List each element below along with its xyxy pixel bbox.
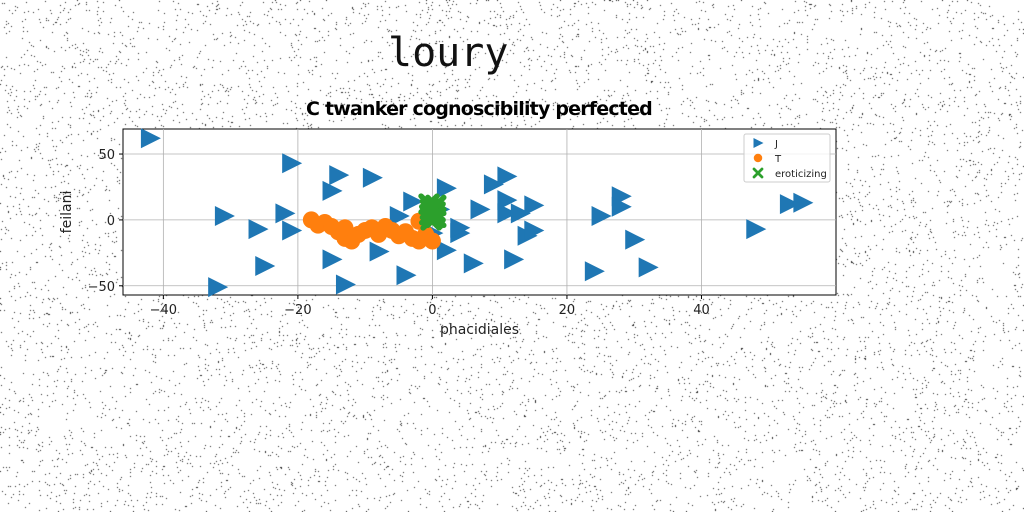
series-eroticizing	[418, 193, 447, 231]
data-point	[369, 241, 390, 262]
data-point	[336, 219, 354, 237]
data-point	[140, 128, 161, 149]
y-tick-label: −50	[88, 280, 115, 295]
data-point	[275, 203, 296, 224]
legend-label: T	[774, 154, 782, 165]
data-point	[470, 199, 491, 220]
axis-ticks: −40 −20 0 20 40 −50 0 50	[88, 148, 710, 318]
data-point	[483, 174, 504, 195]
data-point	[591, 205, 612, 226]
chart-title: C twanker cognoscibility perfected	[306, 98, 653, 120]
data-marks	[140, 128, 814, 298]
data-point	[524, 220, 545, 241]
data-point	[282, 153, 303, 174]
data-point	[497, 203, 518, 224]
x-marker-stroke	[752, 167, 764, 179]
data-point	[282, 220, 303, 241]
legend-label: eroticizing	[775, 169, 827, 180]
data-point	[793, 192, 814, 213]
legend-marker	[753, 153, 763, 163]
data-point	[329, 165, 350, 186]
data-point	[436, 240, 457, 261]
data-point	[504, 249, 525, 270]
series-j	[140, 128, 814, 298]
data-point	[322, 249, 343, 270]
data-point	[625, 229, 646, 250]
legend-marker	[753, 138, 764, 148]
y-tick-label: 0	[107, 214, 115, 229]
data-point	[389, 205, 410, 226]
grid-lines	[123, 129, 836, 295]
x-tick-label: 40	[693, 303, 710, 318]
data-point	[524, 195, 545, 216]
data-point	[611, 196, 632, 217]
data-point	[510, 203, 531, 224]
data-point	[403, 191, 424, 212]
data-point	[322, 180, 343, 201]
x-tick-label: −20	[284, 303, 311, 318]
page-title: loury	[388, 30, 509, 76]
y-tick-label: 50	[98, 148, 115, 163]
data-point	[497, 166, 518, 187]
data-point	[584, 261, 605, 282]
x-axis-label: phacidiales	[440, 322, 519, 338]
legend-marker	[752, 167, 764, 179]
legend-label: J	[774, 139, 778, 150]
x-tick-label: 0	[428, 303, 436, 318]
data-point	[255, 256, 276, 277]
data-point	[208, 277, 229, 298]
data-point	[396, 265, 417, 286]
data-point	[214, 205, 235, 226]
legend-box	[743, 133, 831, 183]
series-t	[302, 211, 441, 250]
data-point	[450, 217, 471, 238]
x-marker-stroke	[420, 209, 442, 231]
data-point	[335, 274, 356, 295]
data-point	[362, 167, 383, 188]
x-tick-label: 20	[559, 303, 576, 318]
x-tick-label: −40	[150, 303, 177, 318]
data-point	[248, 219, 269, 240]
y-axis-label: feilani	[59, 191, 75, 234]
data-point	[779, 194, 800, 215]
data-point	[638, 257, 659, 278]
data-point	[497, 190, 518, 211]
data-point	[423, 232, 441, 250]
data-point	[436, 178, 457, 199]
data-point	[746, 219, 767, 240]
data-point	[463, 253, 484, 274]
data-point	[420, 209, 442, 231]
